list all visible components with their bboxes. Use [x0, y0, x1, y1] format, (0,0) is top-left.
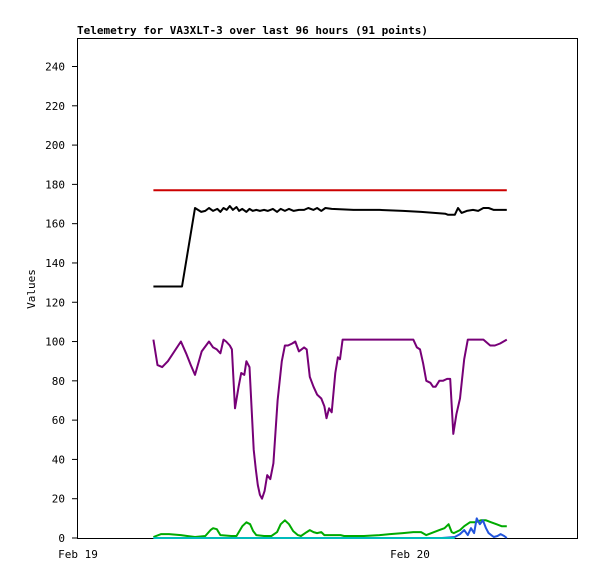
chart-title: Telemetry for VA3XLT-3 over last 96 hour…: [77, 24, 428, 37]
y-tick-label: 40: [52, 453, 65, 466]
y-tick-label: 140: [45, 257, 65, 270]
y-tick-label: 220: [45, 100, 65, 113]
plot-area: [77, 38, 578, 539]
y-tick-label: 60: [52, 414, 65, 427]
x-axis: Feb 19 Feb 20: [58, 548, 430, 561]
series-line-3: [153, 519, 507, 538]
x-tick-label: Feb 19: [58, 548, 98, 561]
y-axis: 0 20 40 60 80 100 120 140 160 180 200 220 240: [45, 61, 78, 545]
y-axis-label: Values: [25, 269, 38, 309]
series-line-1: [153, 205, 507, 288]
y-tick-label: 240: [45, 61, 65, 74]
y-tick-label: 20: [52, 493, 65, 506]
y-tick-label: 100: [45, 336, 65, 349]
y-tick-label: 200: [45, 139, 65, 152]
y-tick-label: 0: [58, 532, 65, 545]
y-tick-label: 120: [45, 296, 65, 309]
series-layer: [152, 189, 508, 539]
series-line-2: [152, 338, 508, 500]
x-tick-label: Feb 20: [390, 548, 430, 561]
y-tick-label: 160: [45, 218, 65, 231]
y-tick-label: 180: [45, 178, 65, 191]
y-tick-label: 80: [52, 375, 65, 388]
